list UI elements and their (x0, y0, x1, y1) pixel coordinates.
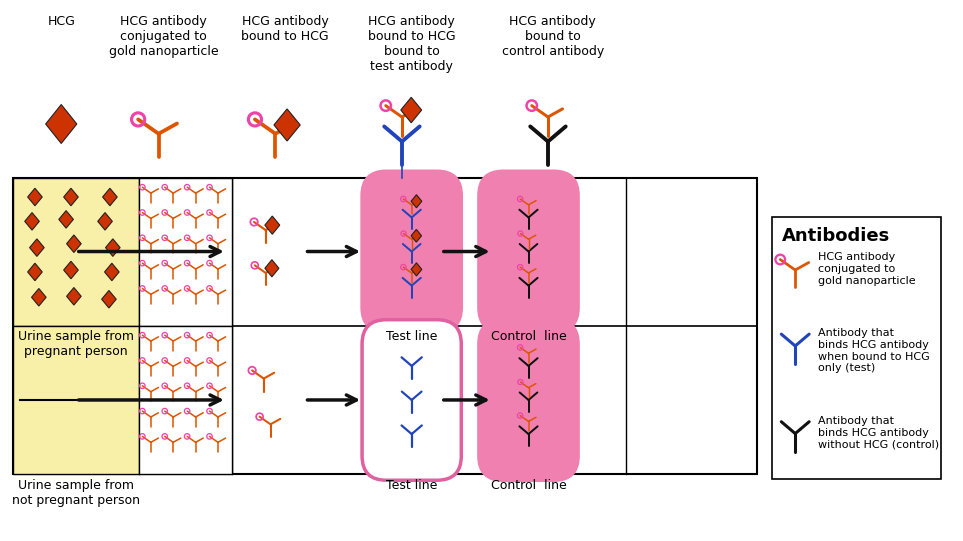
FancyBboxPatch shape (362, 171, 461, 332)
Polygon shape (66, 235, 81, 253)
FancyBboxPatch shape (479, 171, 578, 332)
Bar (139, 326, 231, 474)
FancyBboxPatch shape (479, 320, 578, 480)
Polygon shape (401, 97, 422, 123)
Bar (13, 326, 139, 474)
Polygon shape (106, 239, 120, 256)
Text: HCG antibody
bound to HCG
bound to
test antibody: HCG antibody bound to HCG bound to test … (368, 15, 455, 73)
Polygon shape (105, 263, 119, 281)
Bar (13, 177, 139, 326)
FancyBboxPatch shape (772, 217, 941, 479)
Polygon shape (28, 188, 42, 206)
Polygon shape (265, 260, 279, 277)
Text: Urine sample from
not pregnant person: Urine sample from not pregnant person (12, 479, 140, 507)
Text: Control  line: Control line (490, 331, 566, 344)
Polygon shape (64, 188, 78, 206)
FancyBboxPatch shape (362, 320, 461, 480)
Text: Antibody that
binds HCG antibody
when bound to HCG
only (test): Antibody that binds HCG antibody when bo… (818, 328, 929, 373)
Polygon shape (59, 210, 73, 228)
Polygon shape (28, 263, 42, 281)
Polygon shape (45, 104, 77, 143)
Polygon shape (411, 263, 422, 276)
Text: HCG antibody
conjugated to
gold nanoparticle: HCG antibody conjugated to gold nanopart… (818, 253, 915, 286)
Polygon shape (103, 188, 117, 206)
Polygon shape (411, 195, 422, 208)
Polygon shape (30, 239, 44, 256)
Polygon shape (64, 261, 78, 279)
Polygon shape (102, 291, 117, 308)
Text: Urine sample from
pregnant person: Urine sample from pregnant person (18, 331, 134, 358)
Text: Test line: Test line (386, 479, 437, 492)
Text: HCG antibody
bound to
control antibody: HCG antibody bound to control antibody (502, 15, 604, 58)
Polygon shape (411, 229, 422, 242)
Bar (13, 177, 757, 474)
Polygon shape (32, 288, 46, 306)
Polygon shape (273, 109, 300, 141)
Text: Control  line: Control line (490, 479, 566, 492)
Text: Antibody that
binds HCG antibody
without HCG (control): Antibody that binds HCG antibody without… (818, 416, 939, 449)
Text: HCG: HCG (47, 15, 75, 28)
Bar (139, 177, 231, 326)
Polygon shape (97, 213, 113, 230)
Polygon shape (265, 216, 279, 234)
Text: Test line: Test line (386, 331, 437, 344)
Text: Antibodies: Antibodies (782, 227, 890, 245)
Text: HCG antibody
bound to HCG: HCG antibody bound to HCG (242, 15, 329, 43)
Polygon shape (25, 213, 39, 230)
Text: HCG antibody
conjugated to
gold nanoparticle: HCG antibody conjugated to gold nanopart… (109, 15, 219, 58)
Polygon shape (66, 287, 81, 305)
